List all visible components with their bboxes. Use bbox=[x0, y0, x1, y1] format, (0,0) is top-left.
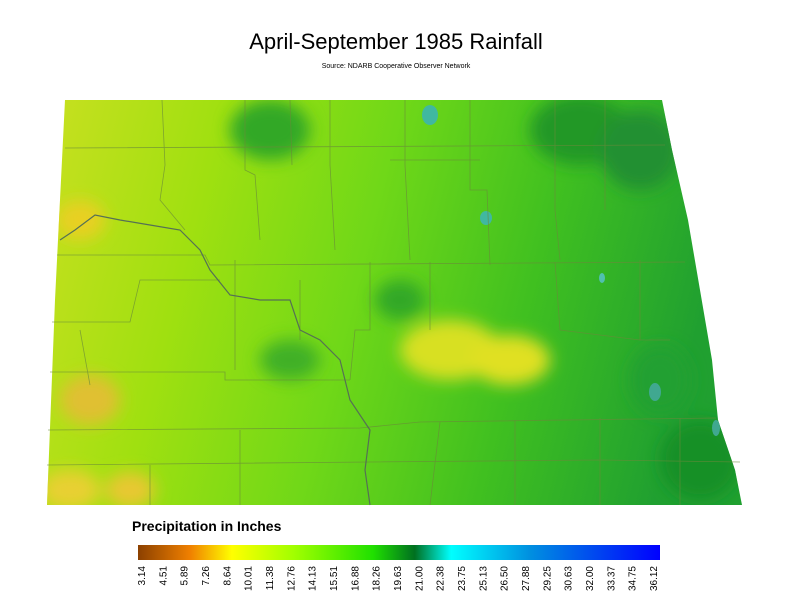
legend-tick-label: 10.01 bbox=[244, 566, 255, 591]
legend-tick-label: 23.75 bbox=[457, 566, 468, 591]
legend-tick-label: 18.26 bbox=[372, 566, 383, 591]
map bbox=[46, 99, 742, 506]
legend-tick-label: 27.88 bbox=[521, 566, 532, 591]
legend-tick-label: 22.38 bbox=[436, 566, 447, 591]
legend-tick-label: 11.38 bbox=[265, 566, 276, 591]
county-lines bbox=[46, 99, 741, 506]
legend: Precipitation in Inches 3.14 4.51 5.89 7.26… bbox=[132, 518, 660, 591]
legend-ticks: 3.14 4.51 5.89 7.26 8.64 10.01 11.38 12.76 14.13… bbox=[137, 566, 660, 591]
legend-tick-label: 12.76 bbox=[286, 566, 297, 591]
legend-tick-label: 25.13 bbox=[478, 566, 489, 591]
legend-tick-label: 7.26 bbox=[201, 566, 212, 586]
legend-tick-label: 15.51 bbox=[329, 566, 340, 591]
legend-tick-label: 36.12 bbox=[649, 566, 660, 591]
legend-tick-label: 3.14 bbox=[137, 566, 148, 586]
legend-tick-label: 14.13 bbox=[308, 566, 319, 591]
legend-tick-label: 5.89 bbox=[180, 566, 191, 586]
legend-tick-label: 34.75 bbox=[628, 566, 639, 591]
legend-tick-label: 30.63 bbox=[564, 566, 575, 591]
legend-tick-label: 33.37 bbox=[606, 566, 617, 591]
legend-tick-label: 32.00 bbox=[585, 566, 596, 591]
legend-tick-label: 29.25 bbox=[542, 566, 553, 591]
wet-spots bbox=[422, 105, 720, 436]
river bbox=[59, 214, 371, 506]
legend-tick-label: 21.00 bbox=[414, 566, 425, 591]
title: April-September 1985 Rainfall bbox=[249, 29, 543, 54]
legend-tick-label: 26.50 bbox=[500, 566, 511, 591]
legend-tick-label: 4.51 bbox=[158, 566, 169, 586]
legend-color-bar bbox=[138, 545, 660, 560]
legend-tick-label: 16.88 bbox=[350, 566, 361, 591]
legend-title: Precipitation in Inches bbox=[132, 518, 282, 534]
legend-tick-label: 8.64 bbox=[222, 566, 233, 586]
legend-tick-label: 19.63 bbox=[393, 566, 404, 591]
source: Source: NDARB Cooperative Observer Netwo… bbox=[322, 63, 471, 70]
